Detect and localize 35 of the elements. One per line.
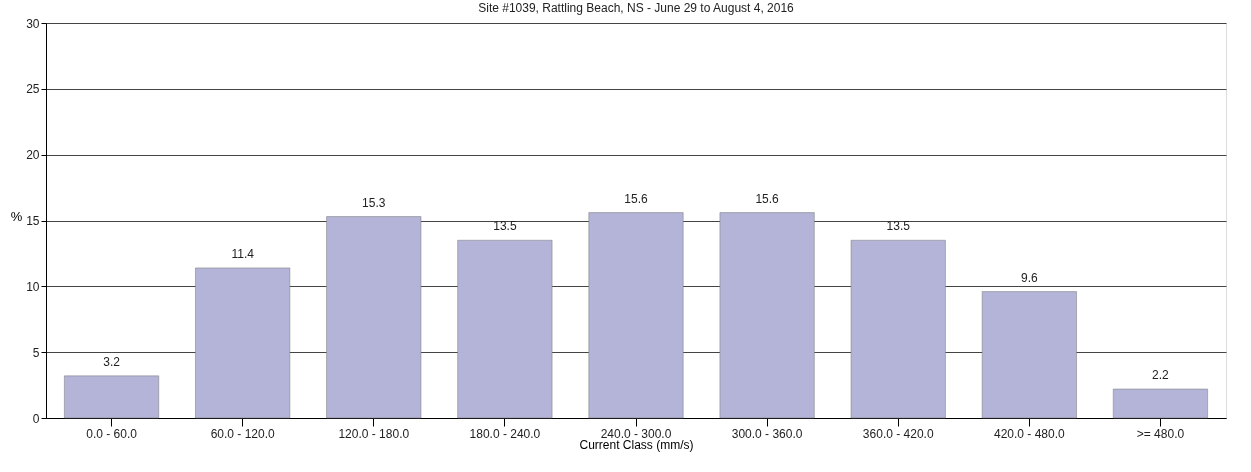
y-tick-label: 25 [26,82,40,97]
data-label: 11.4 [231,246,255,261]
chart-title: Site #1039, Rattling Beach, NS - June 29 to August 4, 2016 [478,1,795,15]
x-tick-label: >= 480.0 [1136,426,1185,441]
bar [588,212,684,419]
bar [64,375,160,419]
bar [195,267,291,419]
bar [1112,388,1208,419]
data-label: 2.2 [1152,368,1170,383]
y-tick-label: 10 [26,279,40,294]
y-tick-label: 15 [26,214,40,228]
y-tick-label: 0 [32,411,40,426]
data-label: 15.6 [755,191,780,206]
bar [850,240,946,419]
x-tick-label: 120.0 - 180.0 [338,426,410,441]
y-axis-title: % [10,208,23,224]
data-label: 15.3 [362,195,386,210]
x-tick-label: 0.0 - 60.0 [86,426,138,441]
y-tick-label: 30 [26,16,40,31]
data-label: 3.2 [103,354,121,369]
x-tick-label: 420.0 - 480.0 [993,426,1066,441]
bar [981,291,1077,419]
x-tick-label: 180.0 - 240.0 [469,426,541,441]
data-label: 15.6 [624,191,648,206]
x-tick-label: 300.0 - 360.0 [731,426,803,441]
data-label: 9.6 [1020,270,1038,285]
y-tick-label: 20 [26,148,40,163]
bar [457,240,553,419]
bar [326,216,422,419]
x-tick-label: 360.0 - 420.0 [862,426,934,441]
x-tick-label: 60.0 - 120.0 [210,426,276,441]
data-label: 13.5 [493,219,517,234]
data-label: 13.5 [886,219,911,234]
y-tick-label: 5 [32,345,40,360]
bar [719,212,815,419]
